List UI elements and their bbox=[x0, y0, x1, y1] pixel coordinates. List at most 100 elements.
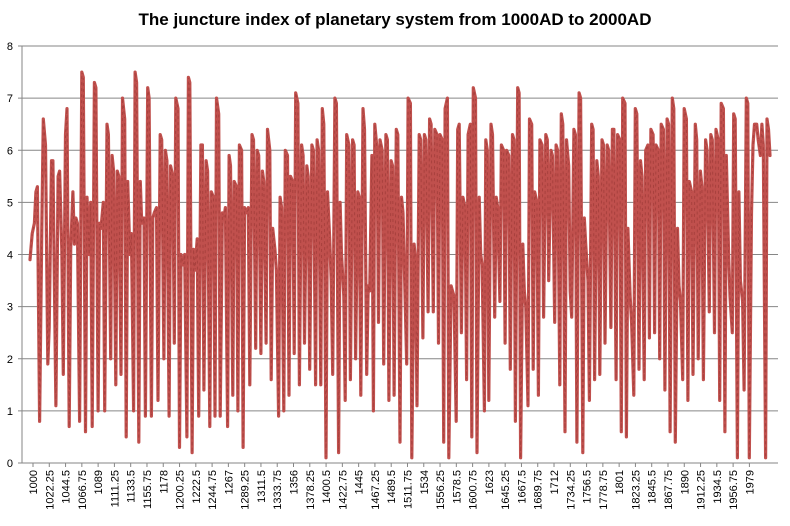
data-point bbox=[362, 107, 364, 110]
x-tick-label: 1801 bbox=[614, 470, 626, 494]
data-point bbox=[150, 415, 153, 417]
data-point bbox=[476, 451, 478, 454]
data-point bbox=[527, 404, 529, 407]
data-point bbox=[29, 258, 31, 261]
data-point bbox=[481, 264, 483, 266]
series-line bbox=[28, 70, 772, 460]
data-point bbox=[223, 217, 225, 219]
x-tick-label: 1979 bbox=[744, 470, 756, 494]
data-point bbox=[616, 133, 619, 136]
data-point bbox=[166, 159, 168, 162]
data-point bbox=[379, 138, 381, 141]
data-point bbox=[300, 144, 303, 146]
x-tick-label: 1244.75 bbox=[207, 470, 219, 510]
data-point bbox=[588, 399, 591, 402]
data-point bbox=[275, 269, 278, 271]
data-point bbox=[93, 81, 96, 84]
data-point bbox=[455, 420, 458, 423]
x-tick-label: 1422.75 bbox=[337, 470, 349, 510]
x-tick-label: 1155.75 bbox=[142, 470, 154, 509]
data-point bbox=[555, 144, 557, 146]
data-point bbox=[472, 86, 475, 89]
data-point bbox=[709, 133, 712, 136]
data-point bbox=[197, 415, 200, 417]
data-point bbox=[171, 175, 174, 178]
data-point bbox=[363, 128, 366, 131]
data-point bbox=[495, 196, 498, 199]
data-point bbox=[252, 138, 255, 141]
data-point bbox=[42, 118, 45, 120]
data-point bbox=[702, 378, 705, 381]
data-point bbox=[358, 196, 361, 199]
y-tick-label: 2 bbox=[7, 354, 13, 366]
data-point bbox=[499, 300, 501, 303]
data-point bbox=[153, 211, 156, 214]
data-point bbox=[221, 211, 224, 214]
data-point bbox=[414, 258, 417, 261]
x-tick-label: 1511.75 bbox=[402, 470, 414, 509]
x-tick-label: 1178 bbox=[158, 470, 170, 494]
x-tick-label: 1623 bbox=[484, 470, 496, 494]
data-point bbox=[453, 295, 455, 298]
data-point bbox=[484, 138, 487, 141]
data-point bbox=[532, 368, 535, 371]
chart-title: The juncture index of planetary system f… bbox=[139, 10, 652, 29]
data-point bbox=[107, 133, 110, 136]
data-point bbox=[60, 248, 63, 251]
data-point bbox=[465, 378, 468, 381]
data-point bbox=[294, 92, 297, 94]
data-point bbox=[359, 394, 362, 397]
data-point bbox=[427, 310, 429, 313]
data-point bbox=[282, 410, 285, 412]
data-point bbox=[159, 133, 162, 136]
data-point bbox=[280, 206, 283, 209]
data-point bbox=[144, 415, 147, 417]
data-point bbox=[106, 123, 108, 126]
data-point bbox=[52, 159, 54, 162]
data-point bbox=[134, 71, 137, 73]
data-point bbox=[418, 133, 421, 136]
data-point bbox=[652, 133, 654, 136]
data-point bbox=[536, 201, 538, 204]
data-point bbox=[260, 352, 262, 355]
data-point bbox=[98, 222, 101, 225]
data-point bbox=[573, 128, 575, 131]
data-point bbox=[381, 149, 384, 152]
data-point bbox=[671, 97, 674, 99]
data-point bbox=[722, 107, 725, 110]
data-point bbox=[681, 378, 684, 381]
data-point bbox=[601, 138, 603, 141]
data-point bbox=[587, 279, 589, 282]
data-point bbox=[764, 456, 767, 459]
data-point bbox=[224, 206, 227, 209]
data-point bbox=[353, 144, 355, 146]
data-point bbox=[266, 128, 269, 131]
data-point bbox=[597, 175, 600, 178]
data-point bbox=[242, 446, 245, 449]
data-point bbox=[62, 373, 65, 376]
x-tick-label: 1645.25 bbox=[500, 470, 512, 510]
data-point bbox=[690, 191, 693, 193]
data-point bbox=[479, 253, 482, 256]
data-point bbox=[192, 248, 195, 251]
x-tick-label: 1267 bbox=[223, 470, 235, 494]
data-point bbox=[84, 430, 87, 433]
data-point bbox=[97, 410, 99, 412]
data-point bbox=[648, 337, 651, 339]
data-point bbox=[146, 86, 149, 89]
data-point bbox=[560, 112, 563, 115]
data-point bbox=[305, 165, 308, 167]
data-point bbox=[390, 159, 392, 162]
data-point bbox=[697, 357, 700, 360]
data-point bbox=[317, 149, 320, 152]
data-point bbox=[129, 253, 131, 256]
data-point bbox=[757, 138, 760, 141]
data-point bbox=[68, 425, 71, 428]
data-point bbox=[277, 415, 280, 417]
data-point bbox=[725, 154, 728, 157]
data-point bbox=[340, 253, 343, 256]
data-point bbox=[314, 383, 317, 386]
data-point bbox=[345, 133, 348, 136]
data-point bbox=[666, 118, 668, 120]
data-point bbox=[761, 123, 763, 126]
